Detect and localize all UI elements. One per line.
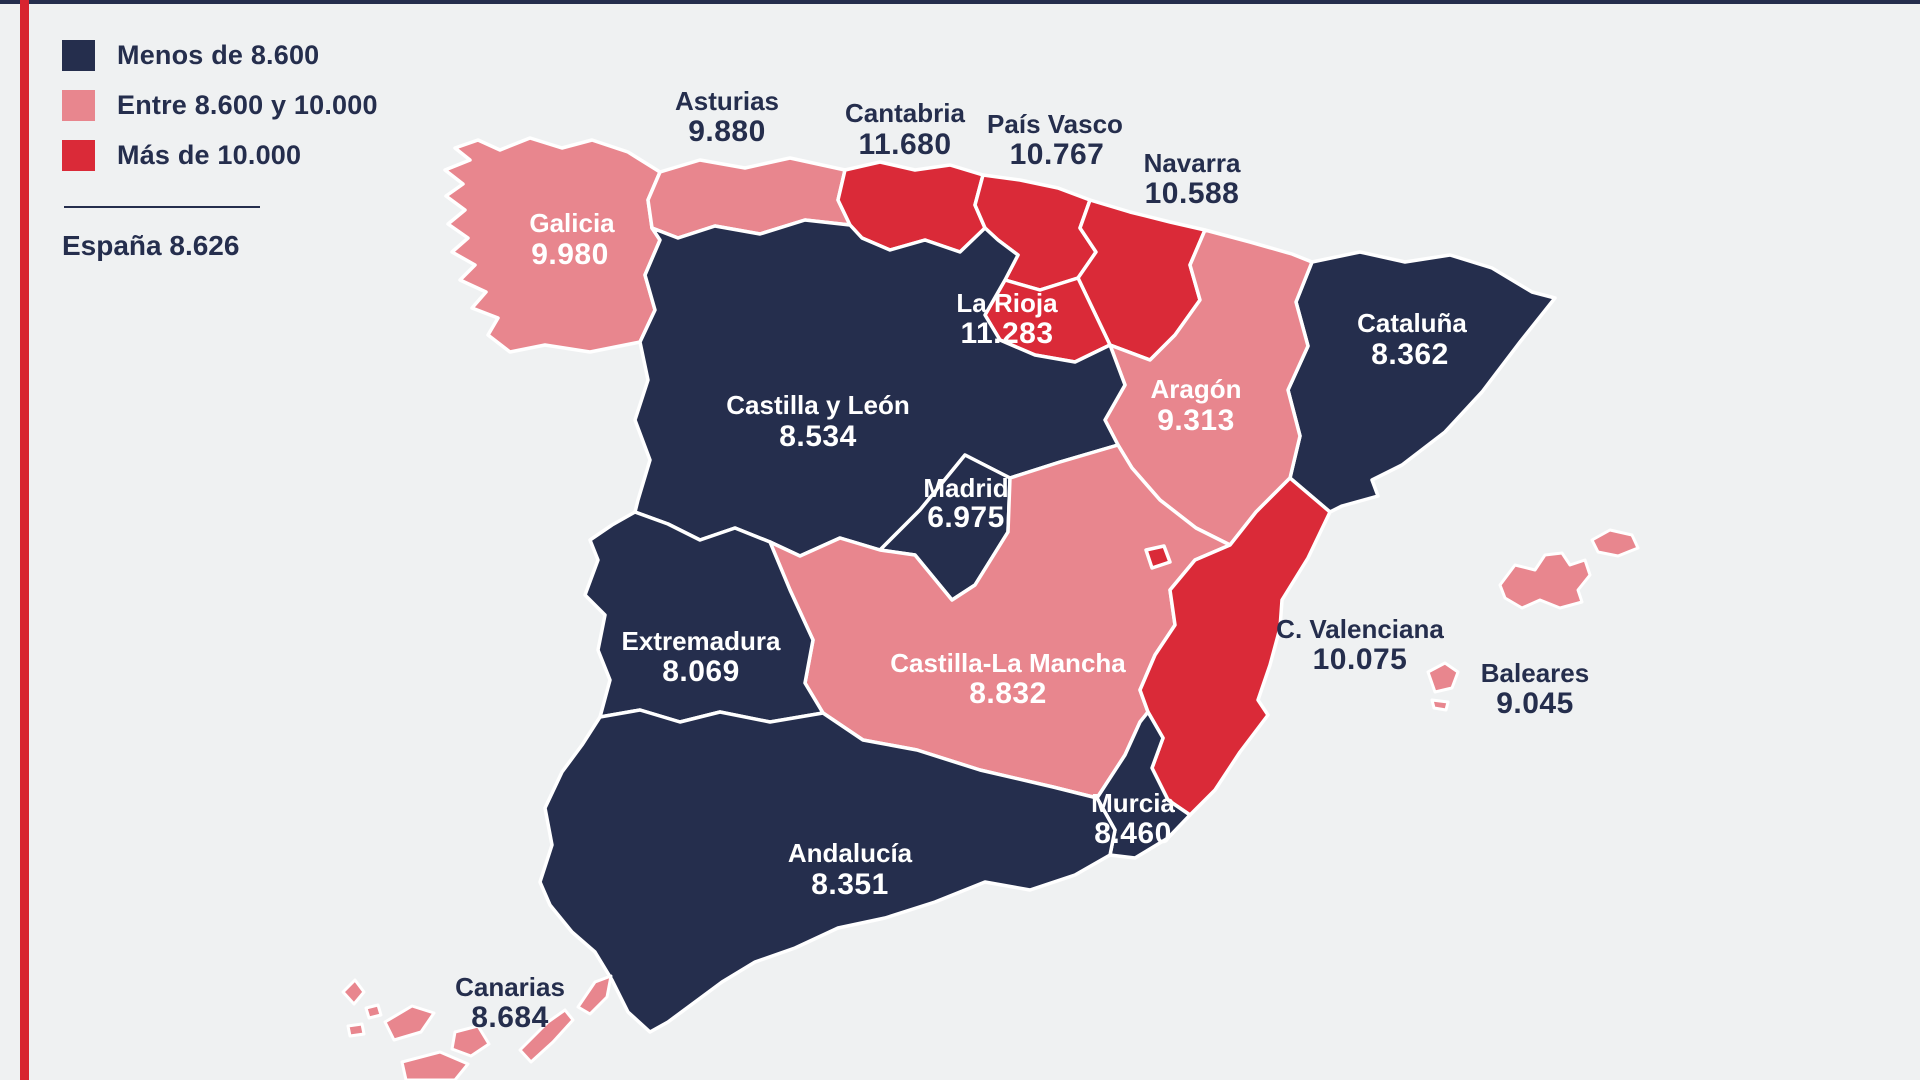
legend: Menos de 8.600 Entre 8.600 y 10.000 Más … (62, 30, 542, 262)
label-navarra-value: 10.588 (1145, 177, 1240, 210)
legend-divider (64, 206, 260, 208)
label-pais-vasco-name: País Vasco (987, 109, 1123, 139)
island-menorca (1590, 528, 1640, 558)
label-cataluna: Cataluña 8.362 (1357, 308, 1467, 371)
label-castilla-y-leon-name: Castilla y León (726, 390, 910, 420)
label-extremadura: Extremadura 8.069 (622, 626, 781, 688)
label-andalucia-name: Andalucía (788, 838, 913, 868)
label-andalucia-value: 8.351 (811, 868, 889, 901)
island-canarias-edge (400, 1050, 470, 1080)
label-cantabria-value: 11.680 (858, 128, 951, 161)
label-canarias-name: Canarias (455, 972, 565, 1002)
region-c-valenciana-exclave (1144, 544, 1172, 570)
label-asturias-name: Asturias (675, 86, 779, 116)
island-el-hierro (346, 1022, 366, 1038)
region-murcia (1095, 710, 1192, 860)
label-cantabria: Cantabria 11.680 (845, 98, 965, 161)
left-border-stripe (20, 0, 29, 1080)
mainland-regions (443, 136, 1557, 1034)
island-tenerife (383, 1004, 436, 1042)
label-canarias-value: 8.684 (471, 1001, 549, 1034)
label-castilla-y-leon: Castilla y León 8.534 (726, 390, 910, 453)
island-la-gomera (364, 1003, 383, 1020)
island-fuerteventura (518, 1008, 575, 1064)
legend-label-mid: Entre 8.600 y 10.000 (117, 89, 378, 120)
label-asturias-value: 9.880 (688, 115, 766, 148)
label-castilla-la-mancha-value: 8.832 (969, 677, 1047, 710)
legend-item-mid: Entre 8.600 y 10.000 (62, 80, 542, 130)
label-madrid-value: 6.975 (927, 501, 1005, 534)
label-baleares: Baleares 9.045 (1481, 658, 1589, 720)
label-aragon-value: 9.313 (1157, 404, 1235, 437)
label-castilla-la-mancha: Castilla-La Mancha 8.832 (890, 648, 1126, 710)
label-baleares-name: Baleares (1481, 658, 1589, 688)
label-castilla-y-leon-value: 8.534 (779, 420, 857, 453)
label-c-valenciana-name: C. Valenciana (1276, 614, 1444, 644)
legend-item-low: Menos de 8.600 (62, 30, 542, 80)
baleares-islands (1426, 528, 1640, 712)
label-la-rioja-name: La Rioja (956, 288, 1058, 318)
island-la-palma (341, 978, 366, 1006)
island-gran-canaria (450, 1024, 491, 1058)
label-aragon: Aragón 9.313 (1151, 374, 1242, 437)
region-labels: Galicia 9.980 Asturias 9.880 Cantabria 1… (455, 86, 1589, 1034)
label-c-valenciana: C. Valenciana 10.075 (1276, 614, 1444, 676)
label-pais-vasco: País Vasco 10.767 (987, 109, 1123, 171)
label-c-valenciana-value: 10.075 (1313, 643, 1408, 676)
label-murcia: Murcia 8.460 (1091, 788, 1175, 850)
canarias-islands (341, 974, 613, 1080)
island-formentera (1430, 698, 1450, 712)
label-murcia-value: 8.460 (1094, 817, 1172, 850)
legend-swatch-high (62, 139, 95, 171)
label-galicia-value: 9.980 (531, 238, 609, 271)
label-la-rioja: La Rioja 11.283 (956, 288, 1058, 350)
label-extremadura-value: 8.069 (662, 655, 740, 688)
label-cataluna-name: Cataluña (1357, 308, 1467, 338)
legend-label-high: Más de 10.000 (117, 139, 302, 170)
label-asturias: Asturias 9.880 (675, 86, 779, 148)
island-mallorca (1498, 551, 1592, 610)
legend-item-high: Más de 10.000 (62, 130, 542, 180)
region-cataluna (1286, 250, 1557, 514)
national-total-label: España 8.626 (62, 230, 240, 261)
label-cataluna-value: 8.362 (1371, 338, 1449, 371)
island-lanzarote (576, 974, 613, 1016)
label-cantabria-name: Cantabria (845, 98, 965, 128)
region-andalucia (538, 708, 1117, 1034)
label-baleares-value: 9.045 (1496, 687, 1574, 720)
label-la-rioja-value: 11.283 (960, 317, 1053, 350)
label-aragon-name: Aragón (1151, 374, 1242, 404)
label-madrid: Madrid 6.975 (923, 473, 1008, 534)
label-galicia-name: Galicia (529, 208, 615, 238)
legend-label-low: Menos de 8.600 (117, 39, 320, 70)
label-navarra-name: Navarra (1144, 148, 1241, 178)
label-pais-vasco-value: 10.767 (1010, 138, 1105, 171)
label-murcia-name: Murcia (1091, 788, 1175, 818)
label-andalucia: Andalucía 8.351 (788, 838, 913, 901)
legend-swatch-mid (62, 89, 95, 121)
legend-swatch-low (62, 39, 95, 71)
label-castilla-la-mancha-name: Castilla-La Mancha (890, 648, 1126, 678)
label-galicia: Galicia 9.980 (529, 208, 615, 271)
label-extremadura-name: Extremadura (622, 626, 781, 656)
label-navarra: Navarra 10.588 (1144, 148, 1241, 210)
island-ibiza (1426, 661, 1460, 694)
label-madrid-name: Madrid (923, 473, 1008, 503)
top-border-bar (0, 0, 1920, 4)
label-canarias: Canarias 8.684 (455, 972, 565, 1034)
